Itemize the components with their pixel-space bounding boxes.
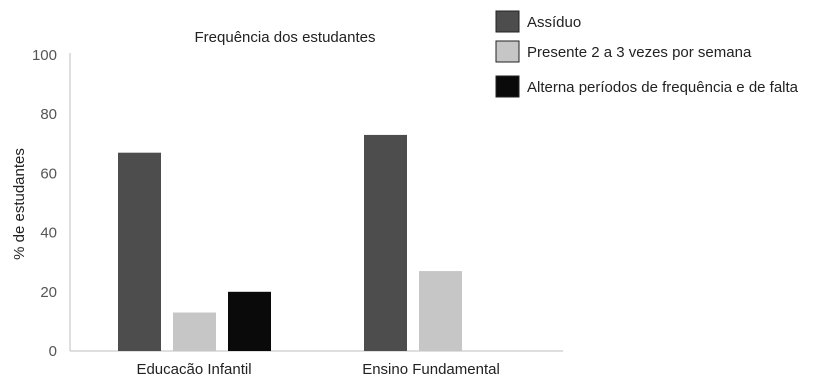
legend-swatch xyxy=(495,10,520,33)
bar xyxy=(364,134,407,351)
y-tick-label: 0 xyxy=(49,343,57,360)
legend: Assíduo Presente 2 a 3 vezes por semana Al… xyxy=(495,10,799,98)
bar xyxy=(173,312,216,351)
legend-label: Assíduo xyxy=(527,14,581,31)
y-axis-label: % de estudantes xyxy=(11,148,28,260)
legend-swatch xyxy=(495,40,520,63)
y-tick-label: 80 xyxy=(40,106,57,123)
legend-swatch xyxy=(495,75,520,98)
chart-title: Frequência dos estudantes xyxy=(195,29,376,46)
y-tick-label: 20 xyxy=(40,284,57,301)
bar xyxy=(228,291,271,351)
x-category-label: Ensino Fundamental xyxy=(362,361,500,378)
bar xyxy=(419,271,462,351)
y-tick-label: 40 xyxy=(40,225,57,242)
bar xyxy=(118,152,161,351)
y-tick-label: 60 xyxy=(40,165,57,182)
legend-label: Presente 2 a 3 vezes por semana xyxy=(527,44,752,61)
legend-label: Alterna períodos de frequência e de falt… xyxy=(527,79,799,96)
x-category-label: Educacão Infantil xyxy=(136,361,251,378)
y-tick-label: 100 xyxy=(32,47,57,64)
